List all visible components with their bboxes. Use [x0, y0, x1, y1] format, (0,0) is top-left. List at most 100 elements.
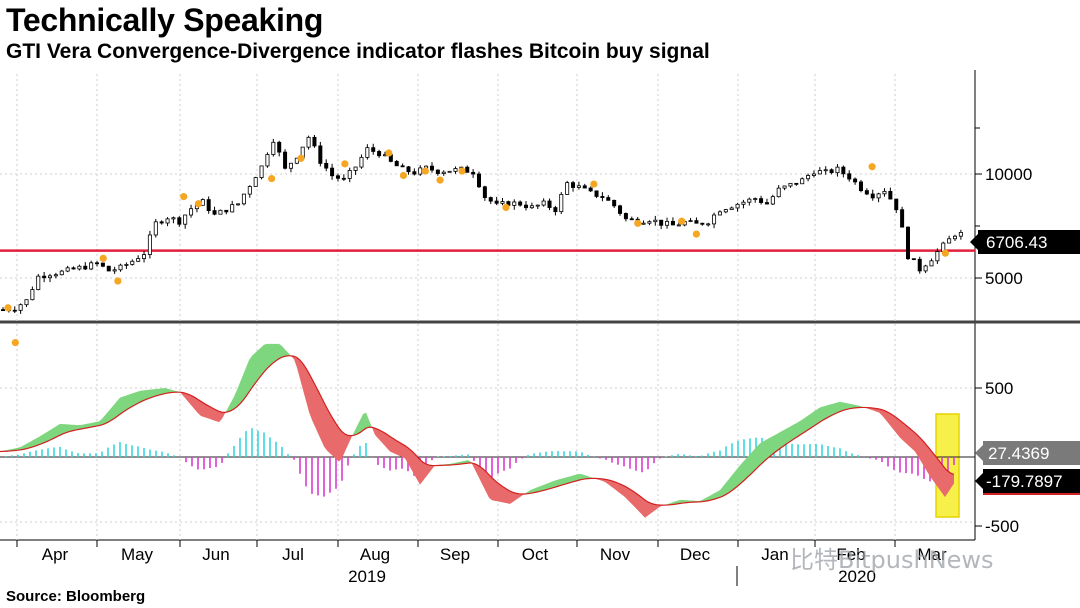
osc-band — [618, 483, 621, 494]
signal-dot — [385, 149, 393, 157]
osc-band — [846, 403, 849, 410]
candle — [418, 165, 423, 176]
osc-band — [240, 375, 243, 404]
osc-band — [921, 438, 924, 467]
candle — [124, 262, 129, 269]
osc-band — [69, 424, 72, 432]
osc-band — [471, 461, 474, 468]
osc-band — [627, 487, 630, 503]
osc-band — [300, 360, 303, 390]
candle — [394, 159, 399, 167]
osc-band — [537, 486, 540, 493]
osc-band — [135, 391, 138, 405]
candle — [312, 134, 317, 148]
candle — [277, 140, 282, 157]
candle — [629, 216, 634, 221]
x-tick-label: Dec — [680, 545, 711, 564]
candle — [900, 206, 905, 228]
osc-band — [21, 445, 24, 450]
candle — [142, 251, 147, 263]
osc-band — [924, 442, 927, 472]
candle — [958, 229, 963, 240]
osc-band — [606, 479, 609, 485]
osc-band — [75, 424, 78, 431]
candle — [318, 141, 323, 167]
osc-band — [786, 427, 789, 445]
osc-band — [738, 464, 741, 486]
osc-band — [252, 353, 255, 388]
osc-band — [468, 460, 471, 464]
candle — [224, 209, 229, 215]
osc-band — [255, 350, 258, 384]
osc-band — [474, 463, 477, 474]
osc-band — [285, 349, 288, 357]
osc-band — [87, 423, 90, 428]
osc-band — [816, 408, 819, 425]
candle — [870, 189, 875, 201]
candle — [612, 199, 617, 209]
candle — [330, 163, 335, 180]
osc-band — [423, 462, 426, 481]
osc-band — [426, 464, 429, 477]
candle — [30, 286, 35, 301]
osc-band — [903, 422, 906, 444]
candle — [876, 192, 881, 203]
candle — [776, 185, 781, 198]
candle — [541, 198, 546, 207]
osc-band — [639, 495, 642, 515]
osc-band — [810, 412, 813, 429]
signal-dot — [502, 203, 510, 212]
candle — [935, 248, 940, 264]
osc-band — [129, 393, 132, 409]
osc-band — [42, 433, 45, 444]
osc-band — [516, 493, 519, 500]
x-tick-label: Jan — [761, 545, 788, 564]
osc-band — [210, 406, 213, 421]
osc-band — [804, 416, 807, 433]
candle — [759, 195, 764, 205]
osc-band — [546, 482, 549, 490]
osc-band — [249, 355, 252, 393]
chart-subtitle: GTI Vera Convergence-Divergence indicato… — [6, 40, 710, 63]
candle — [153, 218, 158, 238]
osc-band — [294, 356, 297, 368]
candle — [441, 170, 446, 176]
osc-band — [783, 428, 786, 447]
osc-band — [375, 428, 378, 439]
candle — [829, 168, 834, 175]
osc-band — [729, 475, 732, 493]
osc-band — [27, 441, 30, 449]
candle — [888, 187, 893, 200]
price-y-axis: 5000 10000 — [975, 127, 1032, 288]
candle — [177, 216, 182, 227]
candle — [71, 266, 76, 270]
candle — [265, 152, 270, 168]
candle — [482, 185, 487, 201]
candle — [806, 173, 811, 182]
osc-band — [33, 438, 36, 447]
osc-band — [402, 443, 405, 459]
osc-band — [573, 474, 576, 482]
osc-band — [486, 471, 489, 498]
osc-label-2: -179.7897 — [975, 469, 1080, 495]
osc-band — [798, 420, 801, 437]
osc-band — [342, 431, 345, 459]
osc-band — [717, 490, 720, 499]
candle — [847, 170, 852, 182]
osc-band — [534, 487, 537, 493]
osc-band — [582, 474, 585, 480]
signal-dot — [99, 254, 107, 262]
candle — [271, 138, 276, 157]
osc-band — [774, 433, 777, 454]
candle — [782, 185, 787, 191]
candle — [471, 169, 476, 178]
osc-band — [393, 438, 396, 455]
signal-dot — [868, 163, 876, 171]
candle — [377, 149, 382, 158]
osc-band — [369, 420, 372, 428]
osc-band — [90, 422, 93, 428]
osc-band — [336, 423, 339, 462]
osc-band — [102, 415, 105, 425]
candle — [189, 204, 194, 218]
osc-band — [768, 437, 771, 458]
